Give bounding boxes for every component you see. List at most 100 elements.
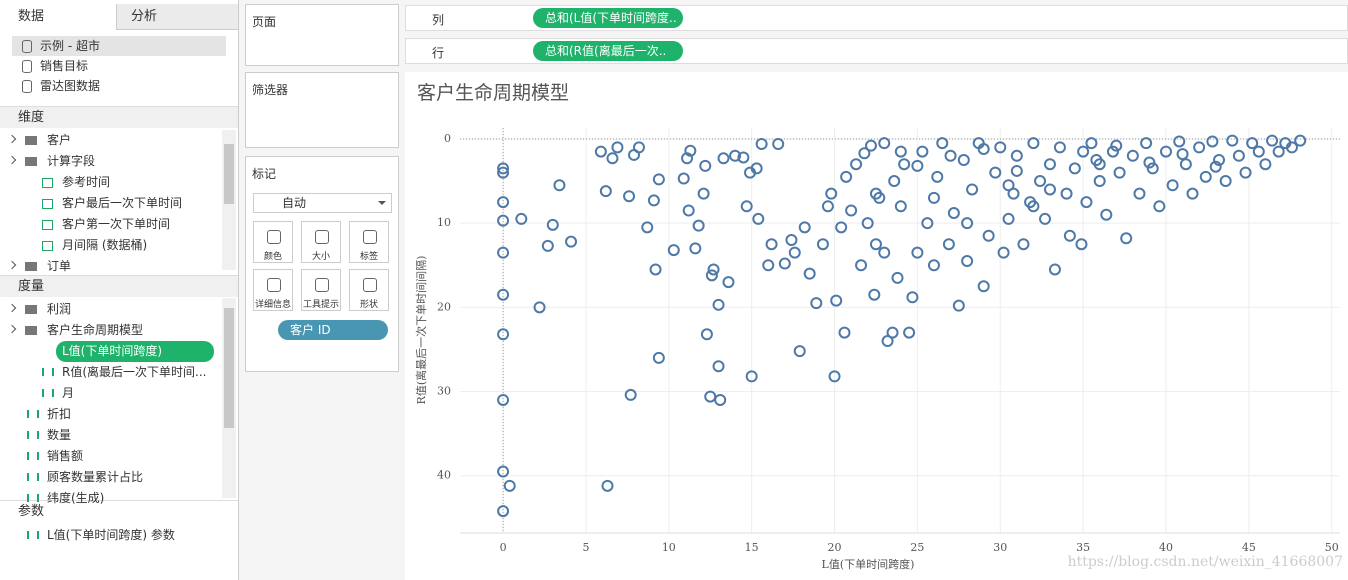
point (828, 370, 841, 383)
point (921, 217, 934, 230)
detail-pill[interactable]: 客户 ID (278, 320, 388, 340)
point (503, 479, 516, 492)
data-pane: 数据 分析 维度 度量 参数 示例 - 超市 销售目标 雷达图数据 客户 计算字段 参考时… (0, 0, 239, 580)
expander[interactable] (7, 260, 17, 270)
db-icon (22, 40, 32, 53)
field-item[interactable]: 客户 (7, 130, 217, 151)
y-tick-label: 0 (444, 132, 451, 145)
field-item[interactable]: R值(离最后一次下单时间... (42, 362, 220, 383)
field-item[interactable]: 折扣 (27, 404, 217, 425)
mark-icon (363, 278, 377, 292)
mark-button[interactable]: 工具提示 (301, 269, 341, 311)
field-item[interactable]: 参考时间 (42, 172, 220, 193)
point (704, 390, 717, 403)
point (697, 187, 710, 200)
mark-button[interactable]: 形状 (349, 269, 389, 311)
point (1126, 149, 1139, 162)
filters-card[interactable]: 筛选器 (245, 72, 399, 148)
x-tick-label: 10 (662, 541, 676, 554)
expander[interactable] (7, 155, 17, 165)
field-item[interactable]: 订单 (7, 256, 217, 277)
point (497, 465, 510, 478)
point (793, 345, 806, 358)
point (1080, 196, 1093, 209)
point (927, 191, 940, 204)
point (745, 370, 758, 383)
point (1068, 162, 1081, 175)
field-item[interactable]: 客户第一次下单时间 (42, 214, 220, 235)
point (982, 229, 995, 242)
point (1179, 158, 1192, 171)
mark-button[interactable]: 详细信息 (253, 269, 293, 311)
expander[interactable] (7, 324, 17, 334)
mark-type-dropdown[interactable]: 自动 (253, 193, 392, 213)
field-item[interactable]: 利润 (7, 299, 217, 320)
point (1219, 175, 1232, 188)
data-source[interactable]: 雷达图数据 (12, 76, 226, 96)
scrollbar[interactable] (222, 130, 236, 270)
field-item[interactable]: L值(下单时间跨度) 参数 (27, 525, 217, 546)
point (1034, 175, 1047, 188)
expander[interactable] (7, 134, 17, 144)
field-item[interactable]: 计算字段 (7, 151, 217, 172)
point (599, 185, 612, 198)
point (881, 335, 894, 348)
scroll-thumb[interactable] (224, 144, 234, 204)
point (497, 166, 510, 179)
field-icon (42, 241, 53, 251)
point (1259, 158, 1272, 171)
point (1027, 200, 1040, 213)
point (838, 326, 851, 339)
expander[interactable] (7, 303, 17, 313)
mark-button[interactable]: 颜色 (253, 221, 293, 263)
point (997, 246, 1010, 259)
scroll-thumb[interactable] (224, 308, 234, 428)
columns-pill[interactable]: 总和(L值(下单时间跨度.. (533, 8, 683, 28)
point (994, 141, 1007, 154)
folder-icon (25, 157, 37, 166)
field-item[interactable]: 数量 (27, 425, 217, 446)
point (692, 219, 705, 232)
point (1043, 158, 1056, 171)
field-item[interactable]: 月 (42, 383, 220, 404)
point (1063, 229, 1076, 242)
field-item[interactable]: 客户生命周期模型 (7, 320, 217, 341)
measure-icon (27, 494, 39, 502)
point (772, 137, 785, 150)
point (712, 298, 725, 311)
scrollbar[interactable] (222, 298, 236, 498)
field-item[interactable]: 纬度(生成) (27, 488, 217, 509)
point (1226, 134, 1239, 147)
x-tick-label: 0 (500, 541, 507, 554)
field-item[interactable]: L值(下单时间跨度) (56, 341, 214, 362)
tab-analysis[interactable]: 分析 (116, 4, 238, 30)
mark-button[interactable]: 标签 (349, 221, 389, 263)
folder-icon (25, 305, 37, 314)
x-tick-label: 45 (1242, 541, 1256, 554)
marks-card: 标记 自动 客户 ID 颜色 大小 标签 详细信息 工具提示 形状 (245, 156, 399, 372)
data-source[interactable]: 示例 - 超市 (12, 36, 226, 56)
point (1039, 212, 1052, 225)
point (944, 149, 957, 162)
point (1294, 134, 1307, 147)
point (1093, 158, 1106, 171)
data-source[interactable]: 销售目标 (12, 56, 226, 76)
mark-button[interactable]: 大小 (301, 221, 341, 263)
measure-icon (27, 431, 39, 439)
rows-pill[interactable]: 总和(R值(离最后一次.. (533, 41, 683, 61)
point (729, 149, 742, 162)
field-item[interactable]: 月间隔 (数据桶) (42, 235, 220, 256)
point (1106, 145, 1119, 158)
field-item[interactable]: 顾客数量累计占比 (27, 467, 217, 488)
pages-card[interactable]: 页面 (245, 4, 399, 66)
point (1143, 156, 1156, 169)
field-item[interactable]: 客户最后一次下单时间 (42, 193, 220, 214)
point (1002, 179, 1015, 192)
point (1133, 187, 1146, 200)
tab-data[interactable]: 数据 (0, 4, 116, 30)
field-item[interactable]: 销售额 (27, 446, 217, 467)
y-axis-label: R值(离最后一次下单时间间隔) (414, 256, 428, 405)
point (957, 153, 970, 166)
measure-icon (27, 452, 39, 460)
point (961, 255, 974, 268)
